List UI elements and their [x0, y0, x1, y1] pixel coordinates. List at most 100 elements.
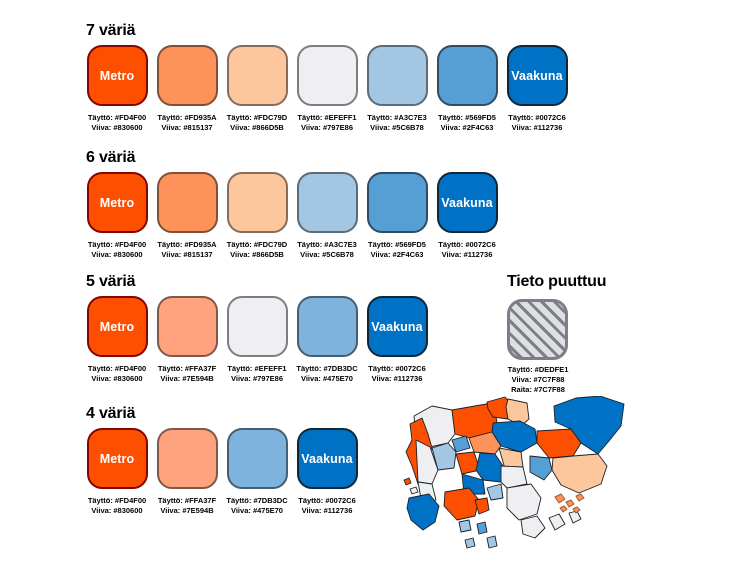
swatch-cell: Täyttö: #FDC79D Viiva: #866D5B: [222, 172, 292, 260]
section-heading: 7 väriä: [86, 22, 136, 39]
color-swatch: [226, 296, 288, 357]
caption-fill: Täyttö: #FD4F00: [87, 240, 147, 249]
swatch-caption: Täyttö: #FDC79D Viiva: #866D5B: [227, 240, 287, 260]
map-islet: [572, 506, 581, 514]
swatch-label: Metro: [99, 319, 135, 334]
caption-line: Viiva: #112736: [511, 122, 563, 132]
map-region: [409, 486, 419, 495]
caption-line: Viiva: #112736: [371, 373, 423, 383]
swatch-caption: Täyttö: #FD4F00 Viiva: #830600: [88, 364, 146, 384]
caption-fill: Täyttö: #DEDFE1: [507, 365, 569, 374]
swatch-label: Metro: [99, 451, 135, 466]
swatch-caption: Täyttö: #FD935A Viiva: #815137: [157, 240, 216, 260]
caption-fill: Täyttö: #7DB3DC: [296, 364, 358, 373]
caption-line: Viiva: #2F4C63: [440, 122, 494, 132]
section-heading: 5 väriä: [86, 273, 136, 290]
swatch-caption: Täyttö: #FFA37F Viiva: #7E594B: [158, 364, 216, 384]
caption-line: Viiva: #866D5B: [230, 249, 284, 259]
color-swatch: [296, 45, 358, 106]
swatch-cell: Metro Täyttö: #FD4F00 Viiva: #830600: [82, 428, 152, 516]
swatch-caption: Täyttö: #A3C7E3 Viiva: #5C6B78: [297, 240, 357, 260]
map-region: [431, 442, 457, 471]
swatch-caption: Täyttö: #FD4F00 Viiva: #830600: [88, 240, 146, 260]
caption-line: Viiva: #7E594B: [160, 505, 214, 515]
missing-data-caption: Täyttö: #DEDFE1 Viiva: #7C7F88 Raita: #7…: [505, 365, 571, 394]
palette-section-7-colors: 7 väriä Metro Täyttö: #FD4F00 Viiva: #830…: [82, 22, 572, 133]
swatch-label: Vaakuna: [301, 451, 353, 466]
color-swatch: [156, 296, 218, 357]
swatch-cell: Täyttö: #569FD5 Viiva: #2F4C63: [362, 172, 432, 260]
swatch-caption: Täyttö: #0072C6 Viiva: #112736: [368, 364, 426, 384]
swatch-cell: Täyttö: #A3C7E3 Viiva: #5C6B78: [362, 45, 432, 133]
swatch-cell: Metro Täyttö: #FD4F00 Viiva: #830600: [82, 45, 152, 133]
swatch-vaakuna: Vaakuna: [366, 296, 428, 357]
caption-stripe: Raita: #7C7F88: [511, 384, 565, 394]
swatch-caption: Täyttö: #EFEFF1 Viiva: #797E86: [227, 364, 286, 384]
map-islets: [554, 493, 585, 514]
swatch-cell: Täyttö: #FD935A Viiva: #815137: [152, 172, 222, 260]
swatch-caption: Täyttö: #EFEFF1 Viiva: #797E86: [297, 113, 356, 133]
caption-fill: Täyttö: #569FD5: [368, 240, 426, 249]
map-region: [568, 510, 582, 524]
swatch-caption: Täyttö: #569FD5 Viiva: #2F4C63: [368, 240, 426, 260]
swatch-row: Metro Täyttö: #FD4F00 Viiva: #830600 Täyt…: [82, 45, 572, 133]
map-region: [474, 497, 490, 515]
region-map: [403, 396, 625, 549]
swatch-vaakuna: Vaakuna: [436, 172, 498, 233]
section-heading: 4 väriä: [86, 405, 136, 422]
map-region: [548, 513, 566, 531]
caption-line: Viiva: #5C6B78: [370, 122, 424, 132]
swatch-caption: Täyttö: #FD4F00 Viiva: #830600: [88, 113, 146, 133]
caption-line: Viiva: #5C6B78: [300, 249, 354, 259]
swatch-caption: Täyttö: #FDC79D Viiva: #866D5B: [227, 113, 287, 133]
caption-fill: Täyttö: #0072C6: [508, 113, 566, 122]
swatch-caption: Täyttö: #7DB3DC Viiva: #475E70: [296, 364, 357, 384]
caption-line: Viiva: #112736: [441, 249, 493, 259]
map-region: [476, 521, 488, 535]
caption-fill: Täyttö: #FDC79D: [226, 113, 288, 122]
swatch-caption: Täyttö: #A3C7E3 Viiva: #5C6B78: [367, 113, 427, 133]
palette-section-5-colors: 5 väriä Metro Täyttö: #FD4F00 Viiva: #830…: [82, 273, 432, 384]
map-region: [403, 477, 412, 486]
caption-fill: Täyttö: #FFA37F: [157, 496, 217, 505]
map-region: [443, 487, 480, 521]
swatch-row: Metro Täyttö: #FD4F00 Viiva: #830600 Täyt…: [82, 296, 432, 384]
color-swatch: [156, 172, 218, 233]
swatch-label: Vaakuna: [441, 195, 493, 210]
swatch-caption: Täyttö: #7DB3DC Viiva: #475E70: [226, 496, 287, 516]
swatch-cell: Vaakuna Täyttö: #0072C6 Viiva: #112736: [292, 428, 362, 516]
swatch-cell: Täyttö: #EFEFF1 Viiva: #797E86: [222, 296, 292, 384]
swatch-vaakuna: Vaakuna: [296, 428, 358, 489]
map-region: [529, 455, 553, 481]
caption-line: Viiva: #830600: [91, 249, 143, 259]
swatch-caption: Täyttö: #0072C6 Viiva: #112736: [508, 113, 566, 133]
caption-line: Viiva: #475E70: [230, 505, 283, 515]
map-islet: [554, 493, 566, 504]
swatch-cell: Vaakuna Täyttö: #0072C6 Viiva: #112736: [432, 172, 502, 260]
swatch-cell: Täyttö: #FDC79D Viiva: #866D5B: [222, 45, 292, 133]
color-swatch: [366, 45, 428, 106]
caption-fill: Täyttö: #7DB3DC: [226, 496, 288, 505]
map-region: [406, 493, 440, 531]
swatch-caption: Täyttö: #FFA37F Viiva: #7E594B: [158, 496, 216, 516]
palette-section-4-colors: 4 väriä Metro Täyttö: #FD4F00 Viiva: #830…: [82, 405, 362, 516]
caption-fill: Täyttö: #FD935A: [157, 240, 217, 249]
swatch-cell: Täyttö: #7DB3DC Viiva: #475E70: [292, 296, 362, 384]
missing-data-swatch: [507, 299, 568, 360]
caption-fill: Täyttö: #FFA37F: [157, 364, 217, 373]
map-region: [506, 483, 542, 521]
swatch-metro: Metro: [86, 428, 148, 489]
swatch-row: Metro Täyttö: #FD4F00 Viiva: #830600 Täyt…: [82, 172, 502, 260]
color-swatch: [436, 45, 498, 106]
map-region: [458, 519, 472, 533]
swatch-label: Vaakuna: [511, 68, 563, 83]
caption-fill: Täyttö: #A3C7E3: [367, 113, 427, 122]
caption-line: Viiva: #797E86: [301, 122, 353, 132]
swatch-cell: Täyttö: #7DB3DC Viiva: #475E70: [222, 428, 292, 516]
swatch-caption: Täyttö: #0072C6 Viiva: #112736: [438, 240, 496, 260]
map-region: [486, 483, 504, 501]
swatch-metro: Metro: [86, 45, 148, 106]
map-islet: [565, 499, 575, 508]
map-region: [415, 439, 439, 485]
caption-line: Viiva: #830600: [91, 505, 143, 515]
